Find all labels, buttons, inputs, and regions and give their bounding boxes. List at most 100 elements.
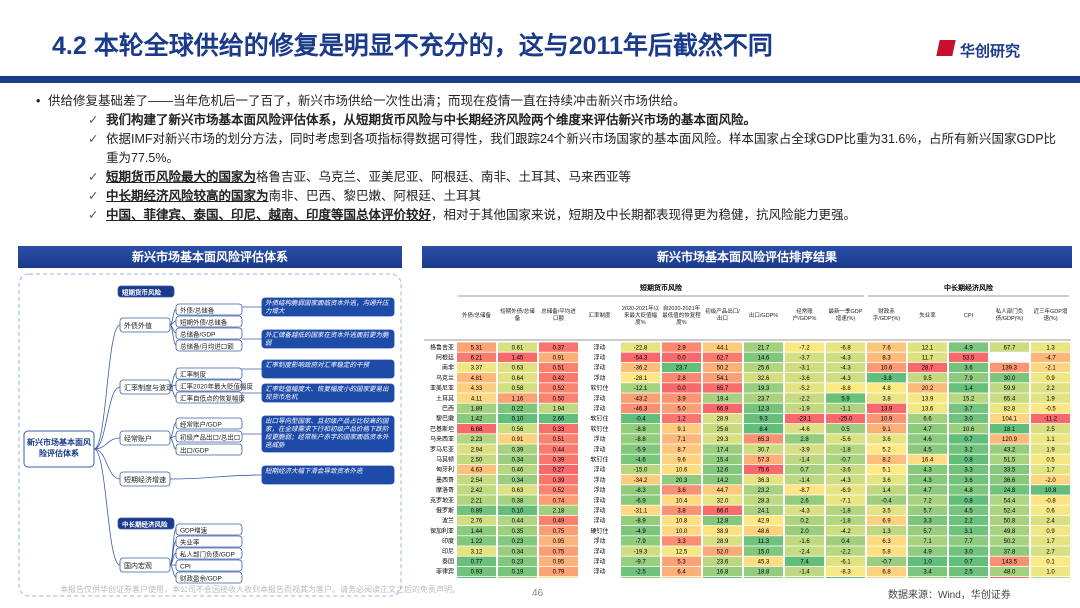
heat-cell (662, 464, 701, 475)
heat-cell (662, 546, 701, 556)
cell-value: 1.44 (471, 529, 483, 535)
cell-value: 0.64 (512, 376, 524, 382)
heat-cell (785, 577, 824, 587)
cell-value: -11.2 (1044, 417, 1058, 423)
heat-cell (949, 352, 988, 362)
heat-cell (990, 454, 1029, 464)
cell-value: -8.3 (635, 488, 646, 494)
column-header-box: 短期外债/总储备 (500, 309, 535, 322)
heat-cell (744, 373, 783, 383)
cell-value: 36.6 (1004, 478, 1016, 484)
cell-value: 0.95 (553, 539, 565, 545)
heat-cell (662, 475, 701, 485)
row-label: 阿根廷 (436, 354, 454, 362)
item-box (175, 430, 243, 443)
cell-value: 0.35 (512, 529, 524, 535)
cell-value: 4.9 (923, 549, 932, 555)
cell-value: 1.2 (677, 417, 686, 423)
heat-cell (744, 434, 783, 444)
cell-value: 8.7 (677, 447, 686, 453)
cell-value: 1.16 (512, 396, 524, 402)
cell-value: 0.9 (1046, 529, 1055, 535)
cell-value: 14.2 (717, 478, 729, 484)
row-label: 马来西亚 (430, 435, 454, 443)
cell-value: 1.42 (471, 417, 483, 423)
cell-value: 28.3 (758, 498, 770, 504)
heat-cell (949, 566, 988, 577)
cell-value: 0.58 (512, 386, 524, 392)
heat-cell (826, 515, 865, 526)
heat-cell (662, 373, 701, 383)
slide-title: 4.2 本轮全球供给的修复是明显不充分的，这与2011年后截然不同 (52, 32, 773, 60)
emphasis: 短期货币风险最大的国家为 (106, 170, 257, 184)
cell-value: 5.2 (882, 447, 891, 453)
heat-cell (990, 566, 1029, 577)
heat-cell (457, 566, 496, 577)
column-header: 私人部门负债/GDP(%) (995, 309, 1024, 322)
heat-cell (867, 464, 906, 475)
note: 外汇储备越低的国家在资本外逃面前更为脆弱 (265, 332, 389, 347)
cell-value: 2.2 (1046, 386, 1055, 392)
cell-value: 48.0 (1004, 570, 1016, 576)
heat-cell (539, 403, 578, 413)
cell-value: -8.3 (840, 570, 851, 576)
title-bar (0, 76, 1080, 83)
column-header-box: 汇率制度 (588, 313, 610, 319)
heat-cell (785, 505, 824, 515)
heat-cell (498, 352, 537, 362)
cell-value: 2.9 (677, 345, 686, 351)
column-header: 最新一季GDP增速(%) (828, 309, 863, 322)
cell-value: 5.1 (882, 468, 891, 474)
cell-value: 1.9 (1046, 396, 1055, 402)
cell-value: -2.0 (1045, 478, 1056, 484)
column-header: 近三年GDP增速(%) (1033, 309, 1068, 322)
sub-bullet: 我们构建了新兴市场基本面风险评估体系，从短期货币风险与中长期经济风险两个维度来评… (88, 111, 1068, 130)
heat-cell (498, 556, 537, 566)
heat-cell (703, 434, 742, 444)
cell-value: 10.6 (676, 468, 688, 474)
heat-cell (1031, 424, 1070, 434)
cell-value: 50.8 (1004, 519, 1016, 525)
row-label: 印尼 (442, 548, 454, 555)
cell-value: 10.8 (1045, 488, 1057, 494)
heat-cell (826, 526, 865, 536)
cell-value: 1.4 (964, 386, 973, 392)
heat-cell (621, 342, 660, 352)
cell-value: 3.5 (882, 509, 891, 515)
heat-cell (621, 515, 660, 526)
heat-cell (826, 373, 865, 383)
item: 经常账户/GDP (180, 420, 222, 429)
cell-value: -6.9 (635, 498, 646, 504)
heat-cell (990, 495, 1029, 505)
heat-cell (621, 362, 660, 373)
text: ，相对于其他国家来说，短期及中长期都表现得更为稳健，抗风险能力更强。 (431, 208, 857, 222)
connector (93, 448, 121, 566)
cell-value: 浮动 (593, 405, 605, 413)
cell-value: 82.8 (1004, 407, 1016, 413)
heat-cell (703, 577, 742, 587)
heat-cell (457, 495, 496, 505)
cell-value: 0.52 (553, 386, 565, 392)
group: 经常账户 (124, 434, 152, 443)
cell-value: 25.6 (758, 366, 770, 372)
cell-value: 0.63 (512, 366, 524, 372)
text: 依据IMF对新兴市场的划分方法，同时考虑到各项指标得数据可得性，我们跟踪24个新… (106, 132, 1057, 165)
cell-value: -1.9 (799, 407, 810, 413)
cell-value: -4.9 (635, 529, 646, 535)
cell-value: 4.8 (964, 488, 973, 494)
heat-cell (539, 526, 578, 536)
heat-cell (498, 495, 537, 505)
cell-value: 50.2 (717, 366, 729, 372)
heat-cell (539, 546, 578, 556)
heat-cell (785, 475, 824, 485)
row-label: 格鲁吉亚 (430, 343, 454, 351)
heat-cell (826, 413, 865, 424)
heat-cell (990, 475, 1029, 485)
column-header: CPI (963, 312, 974, 319)
cell-value: 12.5 (676, 549, 688, 555)
note: 出口导向型国家、且初级产品占比较高的国家，在全球需求下行和初级产品价格下跌阶段更… (265, 418, 389, 449)
cell-value: 0.44 (512, 519, 524, 525)
cell-value: 21.7 (758, 345, 770, 351)
cell-value: 0.0 (677, 356, 686, 362)
